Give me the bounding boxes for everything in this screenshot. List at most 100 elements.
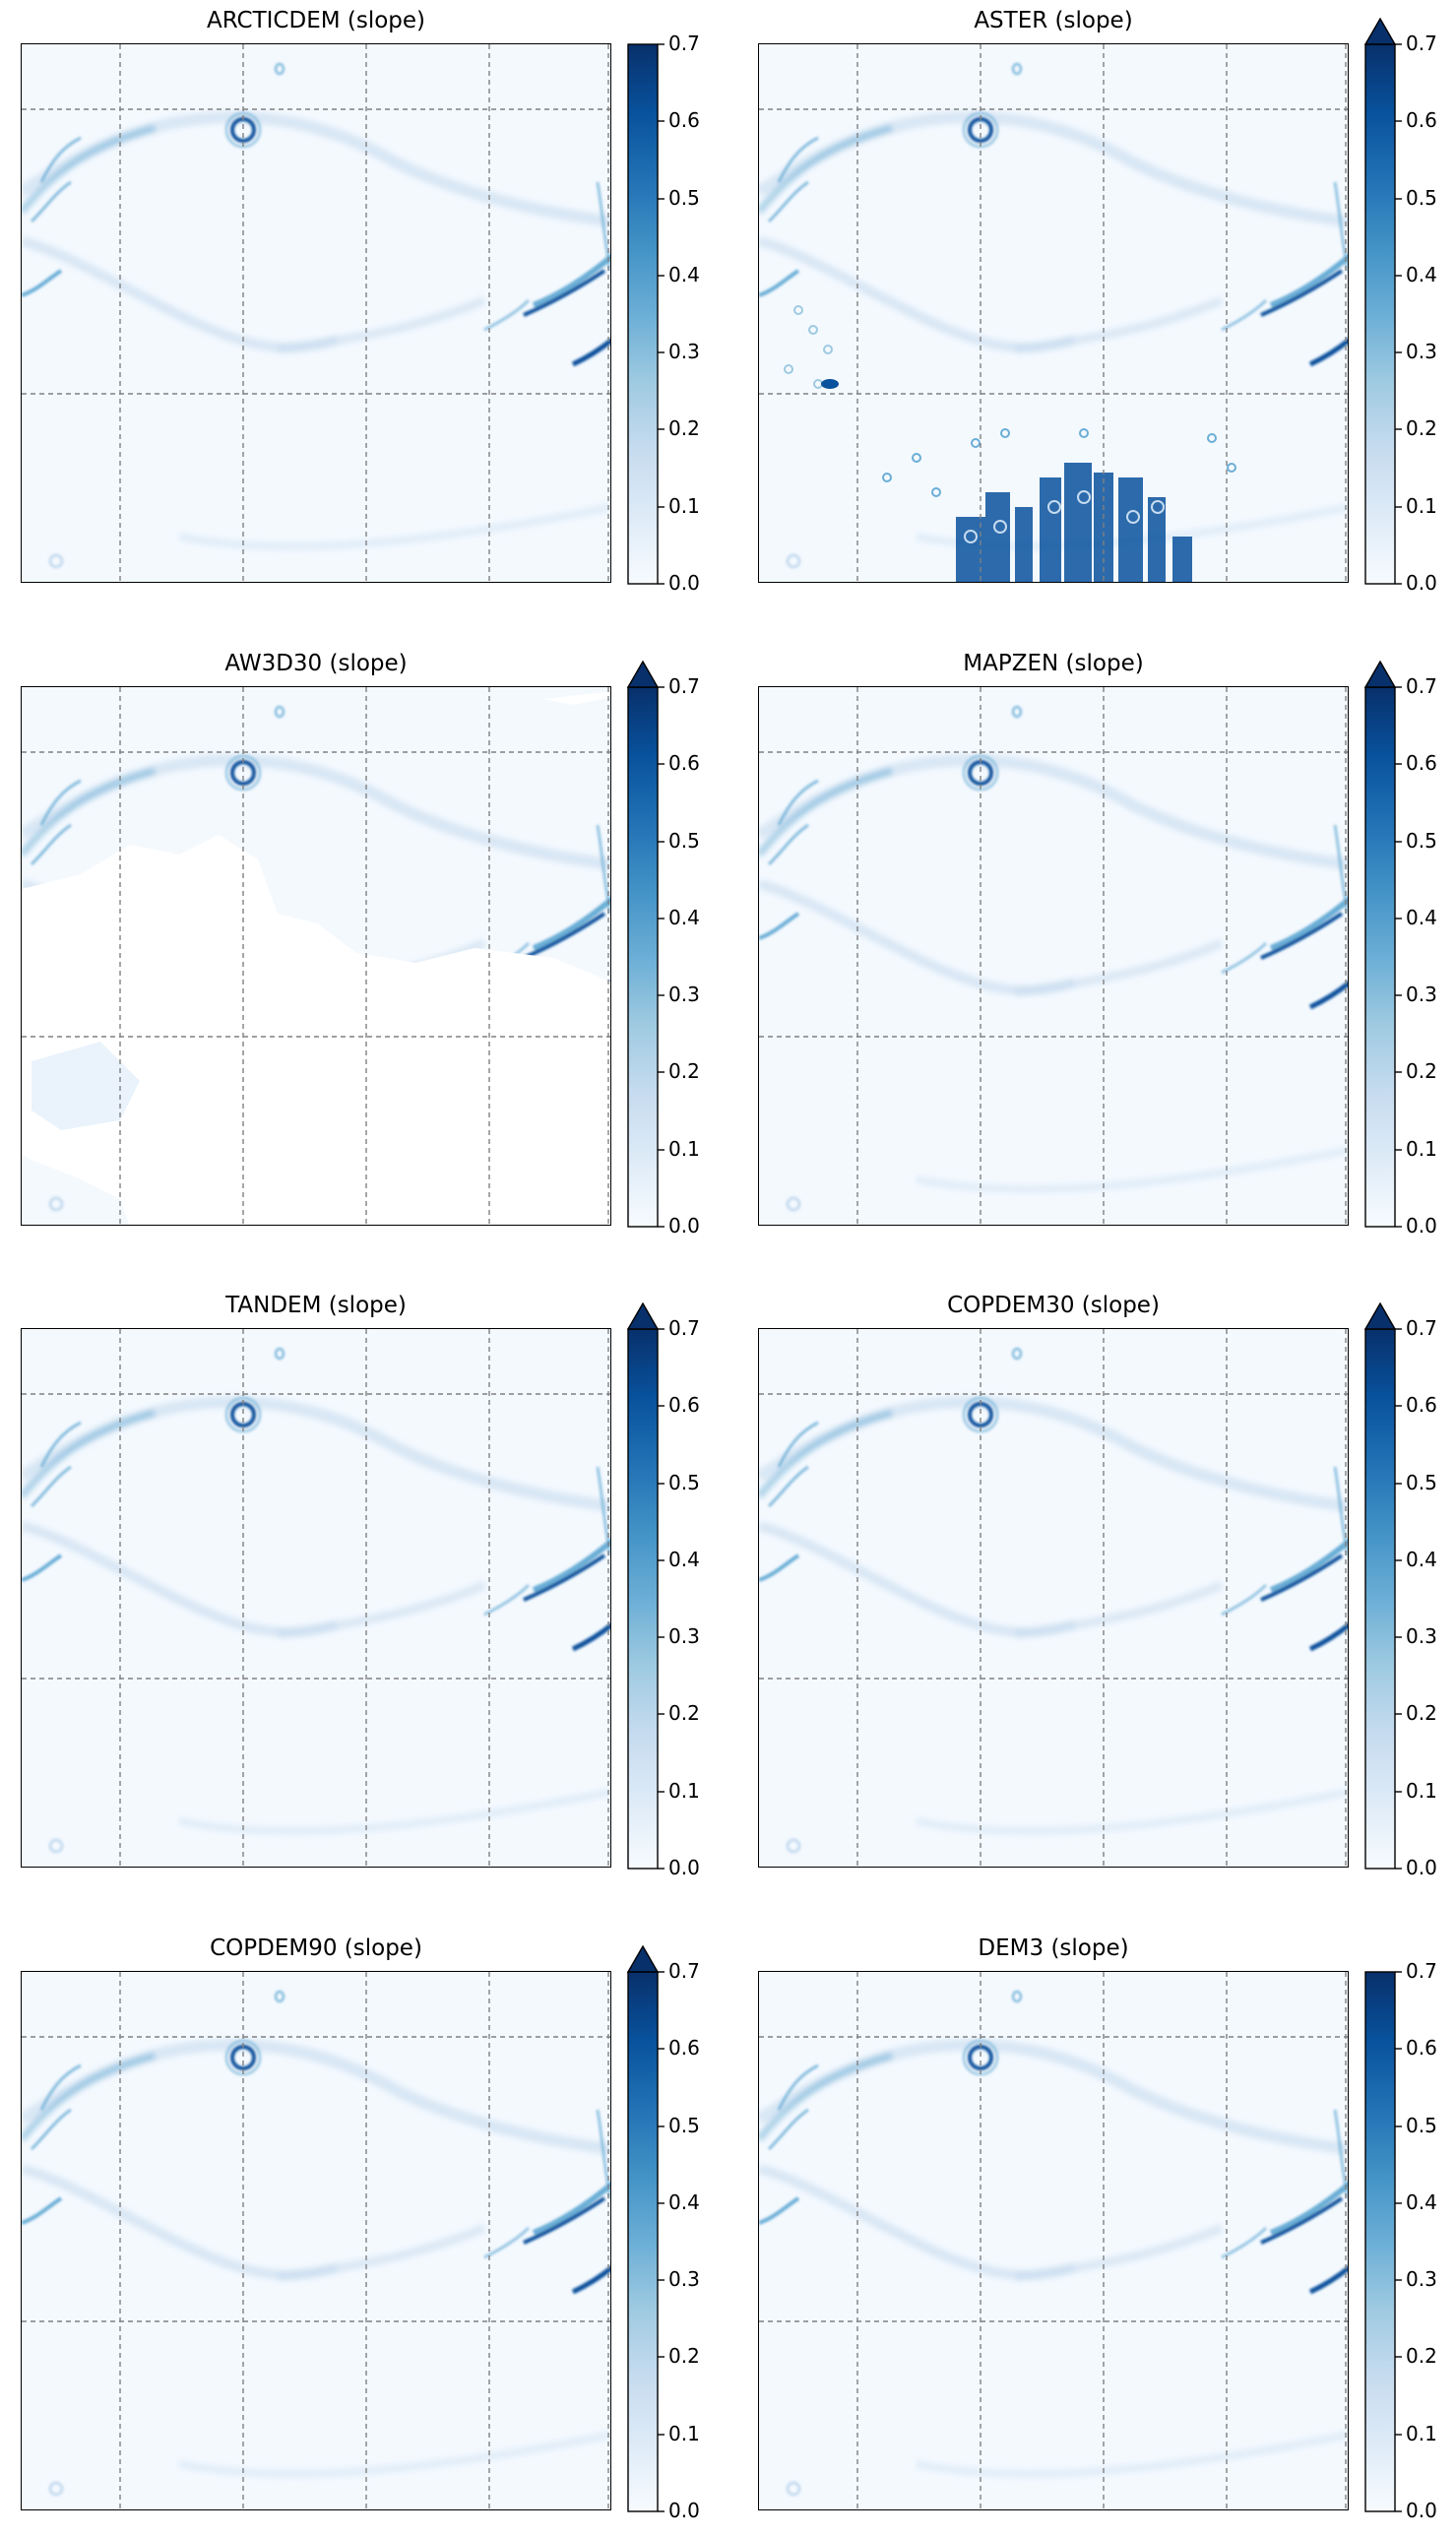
colorbar-tick-mark: [1395, 686, 1402, 688]
colorbar-tick-label: 0.7: [1406, 1959, 1437, 1983]
slope-raster: [759, 687, 1348, 1225]
colorbar-tick-mark: [1395, 918, 1402, 920]
colorbar-tick-label: 0.5: [668, 828, 700, 853]
colorbar: 0.0 0.1 0.2 0.3 0.4 0.5 0.6 0.7: [1364, 18, 1456, 595]
colorbar-tick-label: 0.6: [1406, 1393, 1437, 1418]
colorbar-tick-label: 0.4: [1406, 905, 1437, 929]
colorbar-tick-label: 0.7: [668, 674, 700, 698]
colorbar-tick-mark: [1395, 1868, 1402, 1870]
colorbar-tick-mark: [1395, 1149, 1402, 1151]
colorbar-tick-label: 0.1: [1406, 1136, 1437, 1161]
colorbar-tick-label: 0.0: [668, 1214, 700, 1237]
panel-title: TANDEM (slope): [225, 1293, 407, 1318]
colorbar-tick-mark: [658, 2048, 665, 2050]
colorbar-tick-mark: [658, 1791, 665, 1793]
colorbar-tick-mark: [658, 2510, 665, 2512]
colorbar-tick-mark: [658, 1405, 665, 1407]
colorbar-tick-label: 0.4: [1406, 262, 1437, 286]
slope-heatmap: [758, 1971, 1349, 2510]
slope-raster: [22, 44, 610, 582]
map-panel: TANDEM (slope) 0.0 0.1 0.2 0.3 0.4 0.5 0.6 0.7: [21, 1293, 700, 1879]
panel-title: COPDEM90 (slope): [210, 1935, 422, 1961]
colorbar-tick-label: 0.1: [668, 1778, 700, 1803]
colorbar-tick-label: 0.0: [668, 2499, 700, 2522]
colorbar-tick-mark: [658, 840, 665, 843]
colorbar-tick-label: 0.0: [1406, 1856, 1437, 1879]
slope-raster: [759, 1972, 1348, 2509]
colorbar-tick-mark: [1395, 2279, 1402, 2281]
colorbar-tick-label: 0.6: [668, 1393, 700, 1418]
colorbar-tick-label: 0.6: [668, 108, 700, 133]
colorbar-tick-label: 0.4: [668, 2189, 700, 2214]
colorbar-tick-mark: [1395, 197, 1402, 200]
colorbar-tick-label: 0.5: [668, 2113, 700, 2137]
colorbar-tick-label: 0.1: [668, 1136, 700, 1161]
slope-heatmap: [758, 1328, 1349, 1868]
colorbar-tick-mark: [658, 351, 665, 353]
colorbar-tick-label: 0.3: [1406, 1624, 1437, 1649]
colorbar-tick-mark: [658, 1559, 665, 1561]
colorbar-tick-label: 0.7: [668, 1316, 700, 1340]
colorbar-tick-label: 0.1: [1406, 1778, 1437, 1803]
colorbar-tick-mark: [1395, 1328, 1402, 1330]
colorbar-tick-label: 0.3: [1406, 983, 1437, 1007]
colorbar-tick-mark: [1395, 583, 1402, 585]
colorbar-tick-label: 0.1: [668, 493, 700, 518]
colorbar-tick-mark: [658, 686, 665, 688]
colorbar-tick-label: 0.7: [1406, 674, 1437, 698]
colorbar-tick-label: 0.3: [668, 1624, 700, 1649]
colorbar: 0.0 0.1 0.2 0.3 0.4 0.5 0.6 0.7: [627, 661, 726, 1237]
colorbar-tick-label: 0.4: [668, 262, 700, 286]
colorbar-tick-label: 0.3: [668, 340, 700, 364]
colorbar-tick-label: 0.5: [1406, 1470, 1437, 1494]
colorbar-tick-label: 0.5: [668, 185, 700, 210]
colorbar-tick-mark: [1395, 1791, 1402, 1793]
colorbar-tick-label: 0.5: [1406, 828, 1437, 853]
colorbar-tick-mark: [1395, 275, 1402, 277]
slope-heatmap: [21, 43, 611, 583]
colorbar-scale: [1364, 661, 1396, 1228]
slope-raster: [22, 1972, 610, 2509]
colorbar-tick-mark: [1395, 1559, 1402, 1561]
colorbar-tick-label: 0.2: [1406, 416, 1437, 441]
colorbar-tick-mark: [1395, 2434, 1402, 2436]
colorbar-tick-mark: [658, 43, 665, 45]
colorbar-tick-label: 0.4: [668, 1547, 700, 1571]
colorbar-tick-mark: [658, 2434, 665, 2436]
colorbar-tick-mark: [1395, 1226, 1402, 1228]
colorbar-tick-mark: [1395, 1482, 1402, 1485]
map-panel: MAPZEN (slope) 0.0 0.1 0.2 0.3 0.4 0.5 0.6 0.7: [758, 651, 1437, 1237]
slope-raster: [22, 687, 610, 1225]
colorbar-tick-mark: [1395, 43, 1402, 45]
colorbar-tick-label: 0.6: [1406, 2036, 1437, 2061]
colorbar-scale: [1364, 1971, 1396, 2512]
map-panel: COPDEM30 (slope) 0.0 0.1 0.2 0.3 0.4 0.5 0.6 0.7: [758, 1293, 1437, 1879]
slope-raster: [22, 1329, 610, 1867]
panel-title: AW3D30 (slope): [224, 651, 408, 676]
colorbar-tick-label: 0.7: [668, 1959, 700, 1983]
colorbar-tick-label: 0.0: [1406, 1214, 1437, 1237]
colorbar-tick-mark: [658, 918, 665, 920]
colorbar-tick-mark: [1395, 428, 1402, 431]
map-panel: DEM3 (slope) 0.0 0.1 0.2 0.3 0.4 0.5 0.6 0.7: [758, 1935, 1437, 2522]
colorbar-tick-mark: [1395, 2202, 1402, 2204]
colorbar-tick-mark: [1395, 1071, 1402, 1074]
colorbar-tick-label: 0.1: [1406, 2421, 1437, 2445]
colorbar-tick-label: 0.0: [1406, 571, 1437, 595]
map-panel: ASTER (slope) 0.0 0.1 0.2 0.3 0.4 0.5 0.6 0.7: [758, 8, 1437, 595]
colorbar: 0.0 0.1 0.2 0.3 0.4 0.5 0.6 0.7: [1364, 1302, 1456, 1879]
colorbar-scale: [627, 661, 659, 1228]
colorbar-tick-mark: [1395, 2048, 1402, 2050]
colorbar-tick-mark: [658, 583, 665, 585]
slope-heatmap: [758, 43, 1349, 583]
colorbar-tick-mark: [1395, 1405, 1402, 1407]
colorbar-scale: [627, 1302, 659, 1870]
colorbar-tick-label: 0.4: [668, 905, 700, 929]
map-panel: AW3D30 (slope) 0.0 0.1 0.2 0.3 0.4 0.5 0.6 0.7: [21, 651, 700, 1237]
colorbar-tick-mark: [1395, 2510, 1402, 2512]
colorbar-tick-label: 0.5: [1406, 185, 1437, 210]
colorbar-tick-label: 0.6: [1406, 108, 1437, 133]
map-panel: COPDEM90 (slope) 0.0 0.1 0.2 0.3 0.4 0.5 0.6 0.7: [21, 1935, 700, 2522]
colorbar-scale: [627, 43, 659, 585]
colorbar-tick-mark: [658, 120, 665, 122]
